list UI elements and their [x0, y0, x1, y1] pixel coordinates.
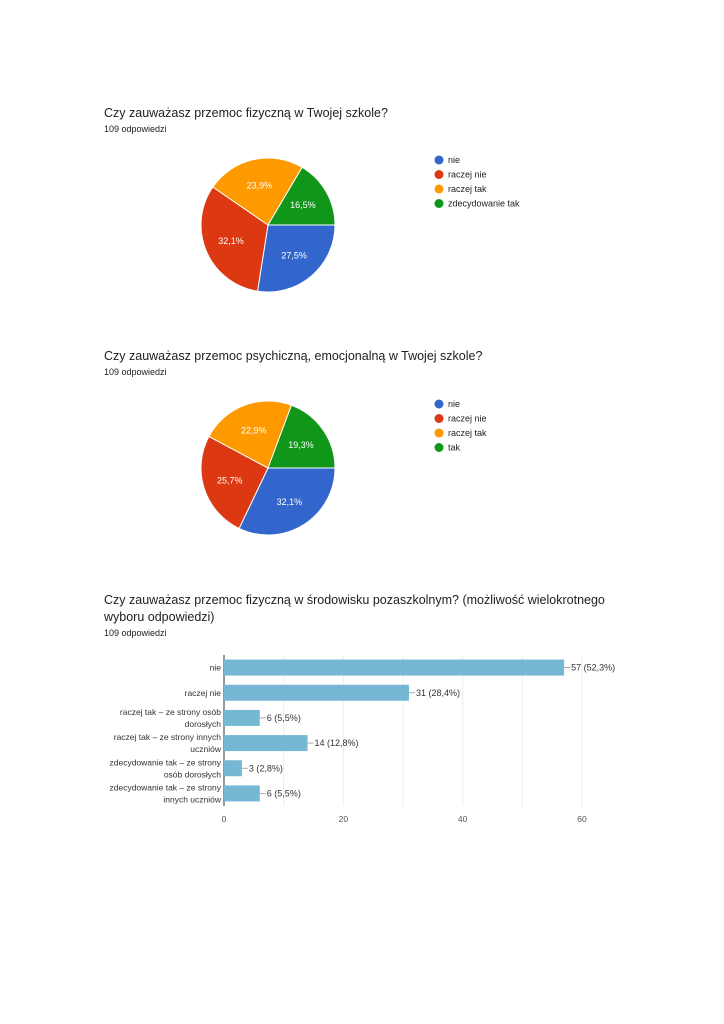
chart3-bar-3	[224, 735, 308, 752]
chart1-slice-label-2: 23,9%	[247, 181, 273, 191]
chart2-slice-label-0: 32,1%	[277, 497, 303, 507]
chart3-xtick-60: 60	[577, 814, 587, 824]
chart1-legend-label-3: zdecydowanie tak	[448, 199, 520, 209]
chart1-legend-marker-2	[434, 184, 444, 194]
chart3-xtick-20: 20	[339, 814, 349, 824]
chart1-slice-label-3: 16,5%	[290, 200, 316, 210]
chart3-category-label-1-0: raczej nie	[185, 688, 222, 698]
chart3-bar-2	[224, 709, 260, 726]
chart3-data-label-4: 3 (2,8%)	[249, 763, 283, 773]
chart3-category-label-5-0: zdecydowanie tak – ze strony	[109, 782, 221, 792]
chart2-legend-marker-1	[434, 414, 444, 423]
chart2-legend-label-0: nie	[448, 399, 460, 409]
chart2-slice-label-3: 19,3%	[288, 440, 314, 450]
chart1-slice-1	[200, 186, 269, 292]
chart1-legend-marker-3	[434, 199, 444, 208]
chart1-legend-label-2: raczej tak	[448, 184, 487, 194]
chart3-xtick-0: 0	[222, 814, 227, 824]
chart2-legend-marker-0	[434, 399, 444, 409]
chart1-legend-label-1: raczej nie	[448, 170, 487, 180]
chart1-legend-label-0: nie	[448, 155, 460, 165]
chart3-data-label-1: 31 (28,4%)	[416, 688, 460, 698]
chart2-slice-label-1: 25,7%	[217, 476, 243, 486]
chart3-category-label-0-0: nie	[210, 663, 222, 673]
chart3-data-label-5: 6 (5,5%)	[267, 788, 301, 798]
chart2-response-count: 109 odpowiedzi	[104, 367, 167, 377]
chart3-bar-1	[224, 684, 409, 701]
chart1-title: Czy zauważasz przemoc fizyczną w Twojej …	[104, 106, 388, 120]
chart3-data-label-2: 6 (5,5%)	[267, 713, 301, 723]
chart2-slice-3	[267, 404, 336, 469]
chart2-legend-marker-2	[434, 428, 444, 438]
chart3-xtick-40: 40	[458, 814, 468, 824]
chart3-data-label-0: 57 (52,3%)	[571, 663, 615, 673]
chart1-slice-3	[267, 166, 336, 226]
chart3-bar-0	[224, 659, 565, 676]
chart2-slice-2	[208, 400, 293, 469]
chart3-data-label-3: 14 (12,8%)	[315, 738, 359, 748]
chart1-slice-0	[256, 224, 336, 293]
chart1-slice-label-1: 32,1%	[218, 236, 244, 246]
chart3-category-label-3-1: uczniów	[190, 744, 222, 754]
chart3-bar-4	[224, 760, 242, 777]
chart1-slice-label-0: 27,5%	[281, 251, 307, 261]
chart2-slice-0	[238, 467, 336, 536]
chart3-category-label-3-0: raczej tak – ze strony innych	[114, 732, 222, 742]
chart3-title: Czy zauważasz przemoc fizyczną w środowi…	[104, 593, 605, 624]
chart3-category-label-4-0: zdecydowanie tak – ze strony	[109, 757, 221, 767]
chart1-legend-marker-0	[434, 155, 444, 165]
chart2-legend-label-1: raczej nie	[448, 414, 487, 424]
chart3-category-label-2-0: raczej tak – ze strony osób	[120, 707, 221, 717]
chart1-legend-marker-1	[434, 170, 444, 179]
chart3-category-label-5-1: innych uczniów	[163, 794, 222, 804]
chart1-response-count: 109 odpowiedzi	[104, 124, 167, 134]
chart2-slice-label-2: 22,9%	[241, 425, 267, 435]
chart3-category-label-2-1: dorosłych	[185, 719, 222, 729]
chart3-response-count: 109 odpowiedzi	[104, 628, 167, 638]
chart3-category-label-4-1: osób dorosłych	[164, 769, 221, 779]
chart3-bar-5	[224, 785, 260, 802]
chart2-legend-label-3: tak	[448, 443, 461, 453]
chart2-legend-marker-3	[434, 443, 444, 452]
chart2-legend-label-2: raczej tak	[448, 428, 487, 438]
chart1-slice-2	[212, 157, 303, 226]
chart2-title: Czy zauważasz przemoc psychiczną, emocjo…	[104, 349, 483, 363]
